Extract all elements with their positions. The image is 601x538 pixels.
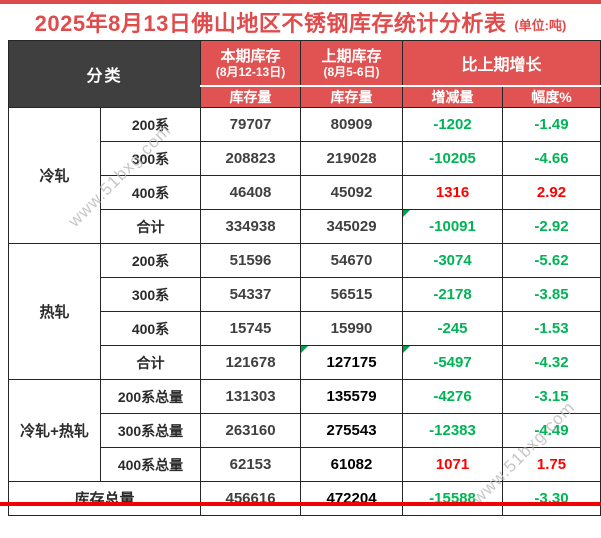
pct-cell: -4.49 (502, 413, 601, 448)
current-inventory-cell: 51596 (200, 243, 302, 278)
table-row: 库存总量 456616 472204 -15588 -3.30 (7, 481, 601, 516)
previous-inventory-cell: 45092 (300, 175, 404, 210)
header-previous-line1: 上期库存 (321, 47, 382, 65)
delta-cell: -5497 (402, 345, 504, 380)
delta-cell: -10091 (402, 209, 504, 244)
header-sub-pct: 幅度% (502, 85, 601, 108)
subcategory-cell: 400系总量 (99, 447, 202, 482)
previous-inventory-cell: 135579 (300, 379, 404, 414)
header-sub-inventory2: 库存量 (300, 85, 404, 108)
current-inventory-cell: 62153 (200, 447, 302, 482)
table-row: 400系 46408 45092 1316 2.92 (9, 175, 601, 210)
group-cell-cold-plus-hot: 冷轧+热轧 (8, 379, 101, 482)
header-current-line1: 本期库存 (220, 47, 281, 65)
subtotal-label-cell: 合计 (99, 345, 202, 380)
table-row: 300系总量 263160 275543 -12383 -4.49 (9, 413, 601, 448)
comment-flag-icon (403, 346, 411, 353)
previous-inventory-cell: 54670 (300, 243, 404, 278)
header-previous-line2: (8月5-6日) (323, 64, 380, 79)
group-cell-cold-rolled: 冷轧 (8, 107, 101, 244)
header-sub-inventory1: 库存量 (200, 85, 302, 108)
delta-cell: -3074 (402, 243, 504, 278)
current-inventory-cell: 54337 (200, 277, 302, 312)
delta-cell: -15588 (402, 481, 504, 516)
subcategory-cell: 300系 (99, 141, 202, 176)
pct-cell: -4.66 (502, 141, 601, 176)
pct-cell: -1.49 (502, 107, 601, 142)
current-inventory-cell: 15745 (200, 311, 302, 346)
header-previous-inventory: 上期库存 (8月5-6日) (300, 40, 404, 87)
subtotal-label-cell: 合计 (99, 209, 202, 244)
table-row: 冷轧+热轧 200系总量 131303 135579 -4276 -3.15 (8, 379, 601, 482)
previous-inventory-cell: 61082 (300, 447, 404, 482)
header-category: 分类 (7, 40, 202, 108)
total-label-cell: 库存总量 (7, 481, 202, 516)
previous-inventory-cell: 345029 (300, 209, 404, 244)
header-current-line2: (8月12-13日) (215, 64, 286, 79)
header-sub-delta: 增减量 (402, 85, 504, 108)
current-inventory-cell: 79707 (200, 107, 302, 142)
table-row: 400系 15745 15990 -245 -1.53 (9, 311, 601, 346)
table-row: 冷轧 200系 79707 80909 -1202 -1.49 (8, 107, 601, 244)
pct-cell: 2.92 (502, 175, 601, 210)
pct-cell: -3.85 (502, 277, 601, 312)
delta-cell: 1071 (402, 447, 504, 482)
delta-cell: -245 (402, 311, 504, 346)
delta-cell: -1202 (402, 107, 504, 142)
table-row: 热轧 200系 51596 54670 -3074 -5.62 (8, 243, 601, 380)
top-red-bar (0, 0, 601, 4)
previous-inventory-cell: 472204 (300, 481, 404, 516)
previous-inventory-cell: 56515 (300, 277, 404, 312)
current-inventory-cell: 121678 (200, 345, 302, 380)
table-row: 400系总量 62153 61082 1071 1.75 (9, 447, 601, 482)
subcategory-cell: 400系 (99, 311, 202, 346)
table-row: 300系 54337 56515 -2178 -3.85 (9, 277, 601, 312)
delta-cell: -12383 (402, 413, 504, 448)
pct-cell: -3.15 (502, 379, 601, 414)
delta-cell: -2178 (402, 277, 504, 312)
table-row: 合计 334938 345029 -10091 -2.92 (9, 209, 601, 244)
subcategory-cell: 200系 (99, 243, 202, 278)
delta-cell: -10205 (402, 141, 504, 176)
title-text: 2025年8月13日佛山地区不锈钢库存统计分析表 (34, 11, 507, 36)
previous-inventory-cell: 15990 (300, 311, 404, 346)
subcategory-cell: 400系 (99, 175, 202, 210)
group-cell-hot-rolled: 热轧 (8, 243, 101, 380)
pct-cell: -4.32 (502, 345, 601, 380)
page-title: 2025年8月13日佛山地区不锈钢库存统计分析表 (单位:吨) (0, 6, 601, 38)
subcategory-cell: 200系总量 (99, 379, 202, 414)
header-current-inventory: 本期库存 (8月12-13日) (200, 40, 302, 87)
pct-cell: -1.53 (502, 311, 601, 346)
inventory-stats-table: 分类 本期库存 (8月12-13日) 上期库存 (8月5-6日) 比上期增长 库… (7, 40, 601, 516)
pct-cell: 1.75 (502, 447, 601, 482)
current-inventory-cell: 131303 (200, 379, 302, 414)
table-row: 300系 208823 219028 -10205 -4.66 (9, 141, 601, 176)
table-row: 合计 121678 127175 -5497 -4.32 (9, 345, 601, 380)
pct-cell: -2.92 (502, 209, 601, 244)
pct-cell: -5.62 (502, 243, 601, 278)
current-inventory-cell: 46408 (200, 175, 302, 210)
bottom-red-bar (0, 502, 601, 506)
delta-cell: -4276 (402, 379, 504, 414)
subcategory-cell: 300系 (99, 277, 202, 312)
header-growth: 比上期增长 (402, 40, 601, 87)
previous-inventory-cell: 219028 (300, 141, 404, 176)
subcategory-cell: 300系总量 (99, 413, 202, 448)
subcategory-cell: 200系 (99, 107, 202, 142)
previous-inventory-cell: 275543 (300, 413, 404, 448)
comment-flag-icon (301, 346, 309, 353)
previous-inventory-cell: 80909 (300, 107, 404, 142)
pct-cell: -3.30 (502, 481, 601, 516)
delta-cell: 1316 (402, 175, 504, 210)
previous-inventory-cell: 127175 (300, 345, 404, 380)
title-unit: (单位:吨) (514, 17, 567, 33)
current-inventory-cell: 263160 (200, 413, 302, 448)
current-inventory-cell: 334938 (200, 209, 302, 244)
current-inventory-cell: 208823 (200, 141, 302, 176)
current-inventory-cell: 456616 (200, 481, 302, 516)
comment-flag-icon (403, 210, 411, 217)
